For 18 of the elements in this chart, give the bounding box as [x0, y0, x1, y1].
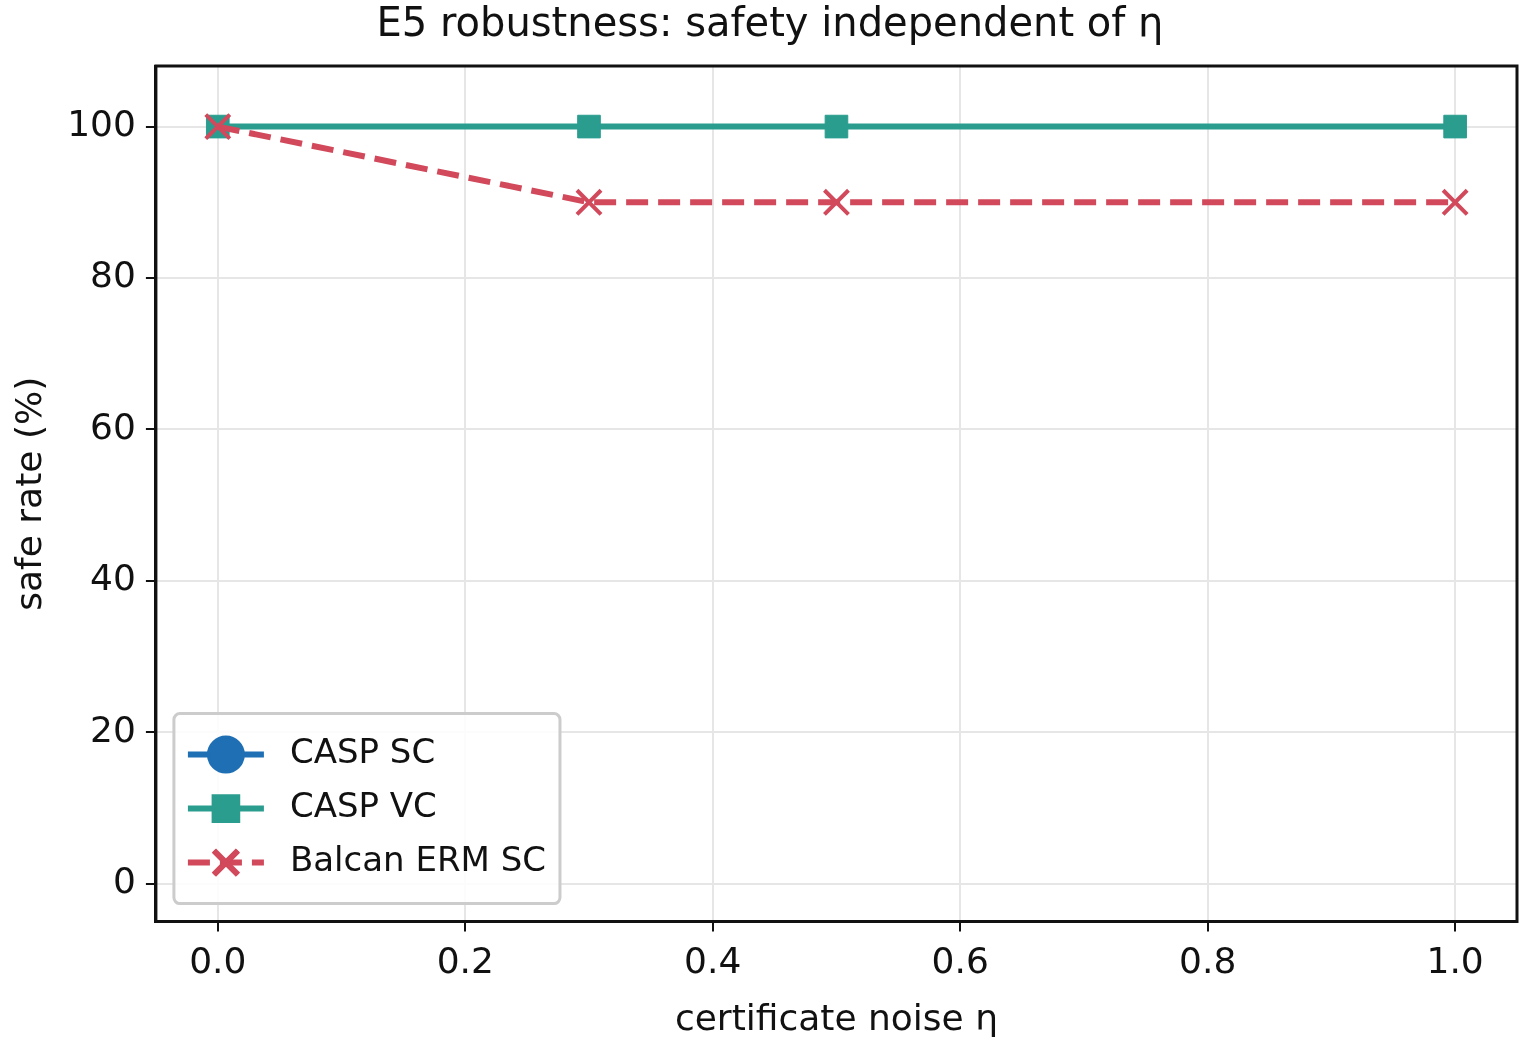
y-tick-label: 60	[90, 405, 136, 447]
x-tick-label: 0.2	[436, 939, 494, 981]
legend-label: Balcan ERM SC	[289, 839, 546, 880]
y-tick-label: 80	[90, 254, 136, 296]
y-tick-label: 100	[67, 102, 136, 144]
x-axis-title: certificate noise η	[674, 996, 999, 1038]
legend-label: CASP VC	[289, 785, 437, 826]
x-tick-label: 0.4	[684, 939, 742, 981]
legend-label: CASP SC	[289, 731, 436, 772]
x-tick-label: 0.8	[1179, 939, 1237, 981]
chart-title: E5 robustness: safety independent of η	[376, 0, 1164, 46]
y-tick-label: 0	[113, 860, 136, 902]
y-tick-label: 40	[90, 557, 136, 599]
x-tick-label: 0.6	[931, 939, 989, 981]
y-tick-label: 20	[90, 708, 136, 750]
x-tick-label: 1.0	[1426, 939, 1484, 981]
y-axis-title: safe rate (%)	[7, 376, 49, 611]
x-tick-label: 0.0	[189, 939, 247, 981]
